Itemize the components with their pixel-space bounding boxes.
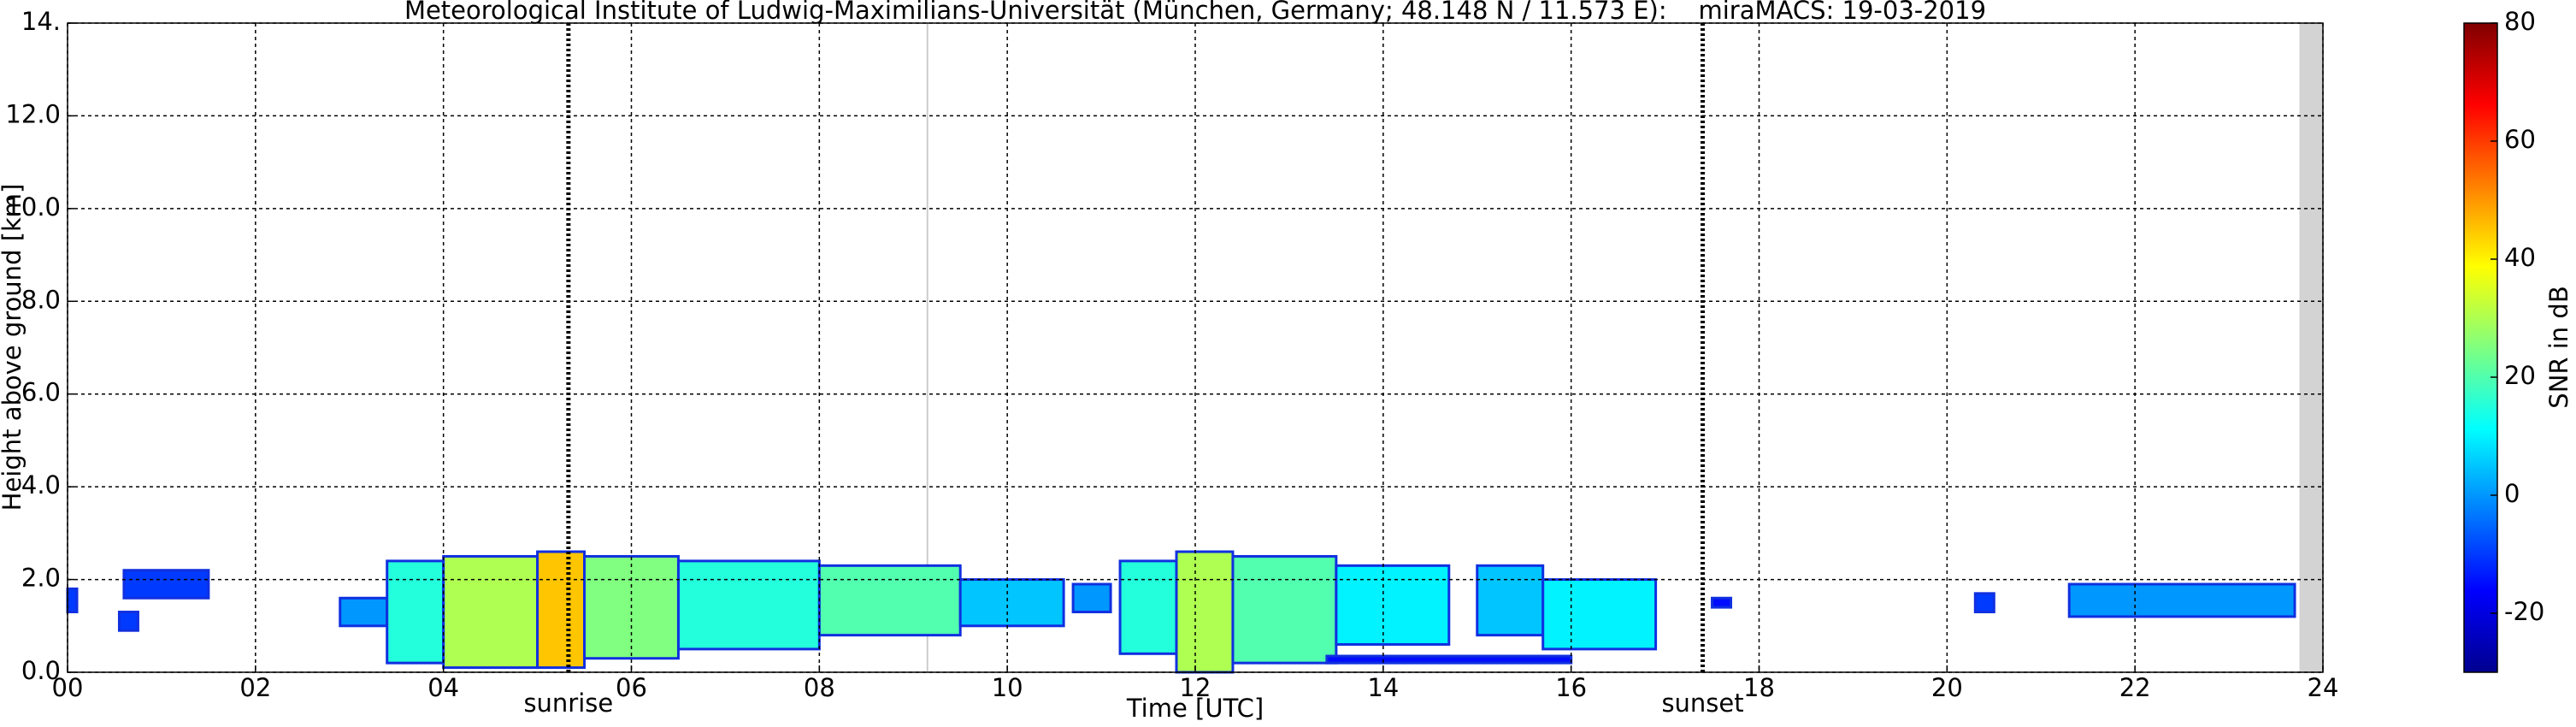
x-tick-label: 02	[239, 673, 271, 702]
y-tick-label: 8.0	[21, 285, 61, 314]
y-tick-label: 6.0	[21, 378, 61, 407]
y-tick-label: 10.0	[5, 192, 61, 222]
x-tick-label: 12	[1180, 673, 1211, 702]
x-tick-label: 22	[2119, 673, 2151, 702]
colorbar	[2463, 22, 2498, 673]
colorbar-tick-label: 20	[2504, 361, 2536, 390]
heatmap-cell	[676, 559, 821, 651]
colorbar-tick-label: 0	[2504, 479, 2520, 508]
colorbar-tick-label: 80	[2504, 7, 2536, 36]
y-tick-label: 4.0	[21, 470, 61, 499]
heatmap-cell	[1071, 582, 1112, 614]
colorbar-tick-label: 40	[2504, 243, 2536, 272]
heatmap-cell	[1175, 550, 1235, 674]
heatmap-cell	[442, 554, 539, 670]
heatmap-cell	[536, 550, 587, 670]
y-tick-label: 0.0	[21, 656, 61, 685]
chart-title: Meteorological Institute of Ludwig-Maxim…	[404, 0, 1986, 25]
x-tick-label: 06	[616, 673, 647, 702]
x-tick-label: 00	[52, 673, 84, 702]
heatmap-cell	[122, 569, 210, 600]
colorbar-label: SNR in dB	[2544, 286, 2573, 408]
heatmap-cell	[1541, 578, 1658, 651]
heatmap-cell	[1476, 564, 1545, 637]
heatmap-cell	[2067, 582, 2296, 618]
x-tick-label: 04	[427, 673, 459, 702]
y-tick-label: 2.0	[21, 564, 61, 593]
heatmap-cell	[1335, 564, 1451, 646]
heatmap-cell	[1325, 654, 1573, 665]
colorbar-tick-label: 60	[2504, 125, 2536, 154]
x-axis-label: Time [UTC]	[1126, 694, 1264, 723]
heatmap-cell	[1973, 592, 1995, 614]
x-tick-label: 20	[1931, 673, 1963, 702]
x-tick-label: 10	[992, 673, 1023, 702]
heatmap-cell	[1231, 554, 1338, 665]
x-tick-label: 24	[2308, 673, 2339, 702]
heatmap-cell	[117, 611, 139, 632]
y-tick-label: 14.	[21, 7, 61, 36]
heatmap-cell	[958, 578, 1065, 628]
y-axis-label: Height above ground [km]	[0, 184, 27, 511]
x-tick-label: 16	[1555, 673, 1587, 702]
x-tick-label: 18	[1743, 673, 1775, 702]
heatmap-cell	[1118, 559, 1178, 655]
annotation-label: sunset	[1661, 689, 1743, 718]
x-tick-label: 14	[1367, 673, 1399, 702]
heatmap-cell	[817, 564, 962, 637]
y-tick-label: 12.0	[5, 99, 61, 128]
no-data-region	[2299, 23, 2323, 672]
heatmap-cell	[386, 559, 445, 665]
colorbar-tick-label: -20	[2504, 597, 2544, 626]
heatmap-cell	[66, 587, 79, 614]
x-tick-label: 08	[804, 673, 835, 702]
plot-frame	[67, 22, 2324, 673]
annotation-label: sunrise	[523, 689, 613, 718]
heatmap-cell	[339, 596, 389, 628]
heatmap-cell	[1711, 596, 1733, 609]
